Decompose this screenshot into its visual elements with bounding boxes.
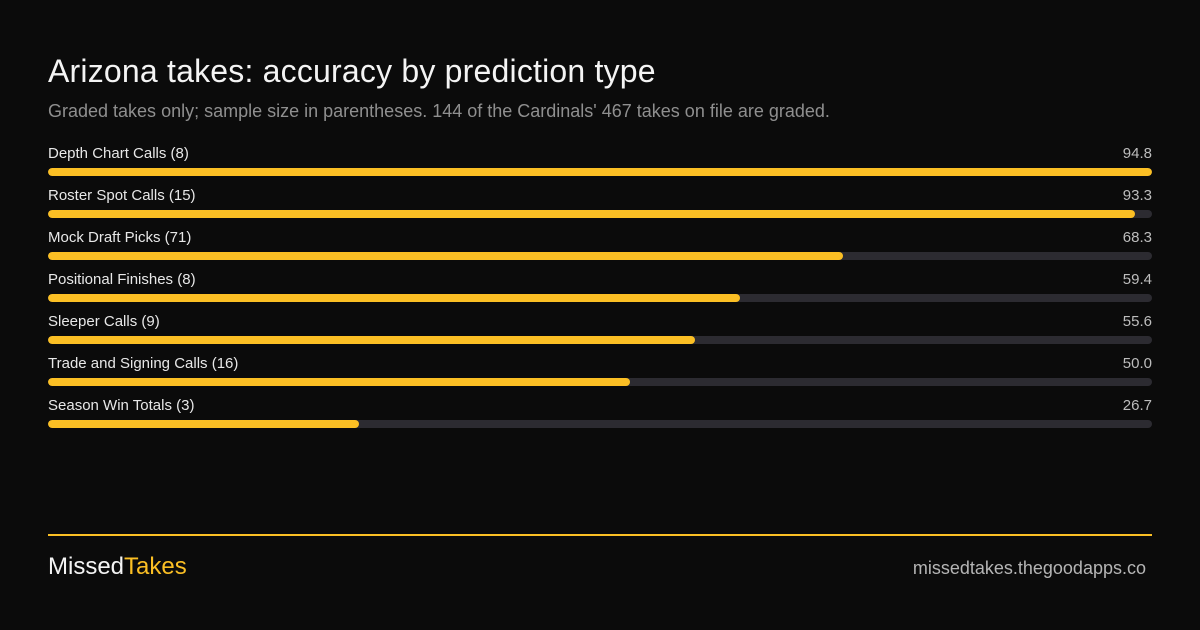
bar-fill <box>48 168 1152 176</box>
brand-word-takes: Takes <box>124 553 187 580</box>
bar-fill <box>48 294 740 302</box>
bar-value-label: 68.3 <box>1122 229 1152 246</box>
bar-rows: Depth Chart Calls (8) 94.8 Roster Spot Cal… <box>48 144 1152 438</box>
bar-track <box>48 168 1152 176</box>
bar-row: Trade and Signing Calls (16) 50.0 <box>48 354 1152 396</box>
bar-value-label: 50.0 <box>1122 355 1152 372</box>
bar-label: Mock Draft Picks (71) <box>48 229 192 246</box>
bar-row: Roster Spot Calls (15) 93.3 <box>48 186 1152 228</box>
bar-label: Sleeper Calls (9) <box>48 313 160 330</box>
chart-title: Arizona takes: accuracy by prediction ty… <box>48 53 656 89</box>
bar-row: Depth Chart Calls (8) 94.8 <box>48 144 1152 186</box>
brand-logo: MissedTakes <box>48 553 187 581</box>
bar-row: Mock Draft Picks (71) 68.3 <box>48 228 1152 270</box>
bar-value-label: 55.6 <box>1122 313 1152 330</box>
bar-row: Sleeper Calls (9) 55.6 <box>48 312 1152 354</box>
bar-track <box>48 336 1152 344</box>
bar-value-label: 59.4 <box>1122 271 1152 288</box>
bar-row: Season Win Totals (3) 26.7 <box>48 396 1152 438</box>
bar-row: Positional Finishes (8) 59.4 <box>48 270 1152 312</box>
chart-card: Arizona takes: accuracy by prediction ty… <box>48 0 1152 630</box>
bar-label: Positional Finishes (8) <box>48 271 196 288</box>
site-url: missedtakes.thegoodapps.co <box>912 558 1146 578</box>
bar-fill <box>48 210 1135 218</box>
bar-track <box>48 378 1152 386</box>
bar-track <box>48 294 1152 302</box>
bar-value-label: 93.3 <box>1122 187 1152 204</box>
bar-label: Roster Spot Calls (15) <box>48 187 196 204</box>
bar-fill <box>48 378 631 386</box>
bar-fill <box>48 252 844 260</box>
bar-track <box>48 252 1152 260</box>
chart-subtitle: Graded takes only; sample size in parent… <box>48 101 830 121</box>
bar-label: Trade and Signing Calls (16) <box>48 355 239 372</box>
brand-word-missed: Missed <box>48 553 125 580</box>
bar-value-label: 26.7 <box>1122 397 1152 414</box>
bar-track <box>48 210 1152 218</box>
bar-fill <box>48 420 359 428</box>
bar-label: Depth Chart Calls (8) <box>48 145 189 162</box>
bar-track <box>48 420 1152 428</box>
bar-fill <box>48 336 696 344</box>
bar-label: Season Win Totals (3) <box>48 397 195 414</box>
footer-divider <box>48 534 1152 536</box>
bar-value-label: 94.8 <box>1122 145 1152 162</box>
